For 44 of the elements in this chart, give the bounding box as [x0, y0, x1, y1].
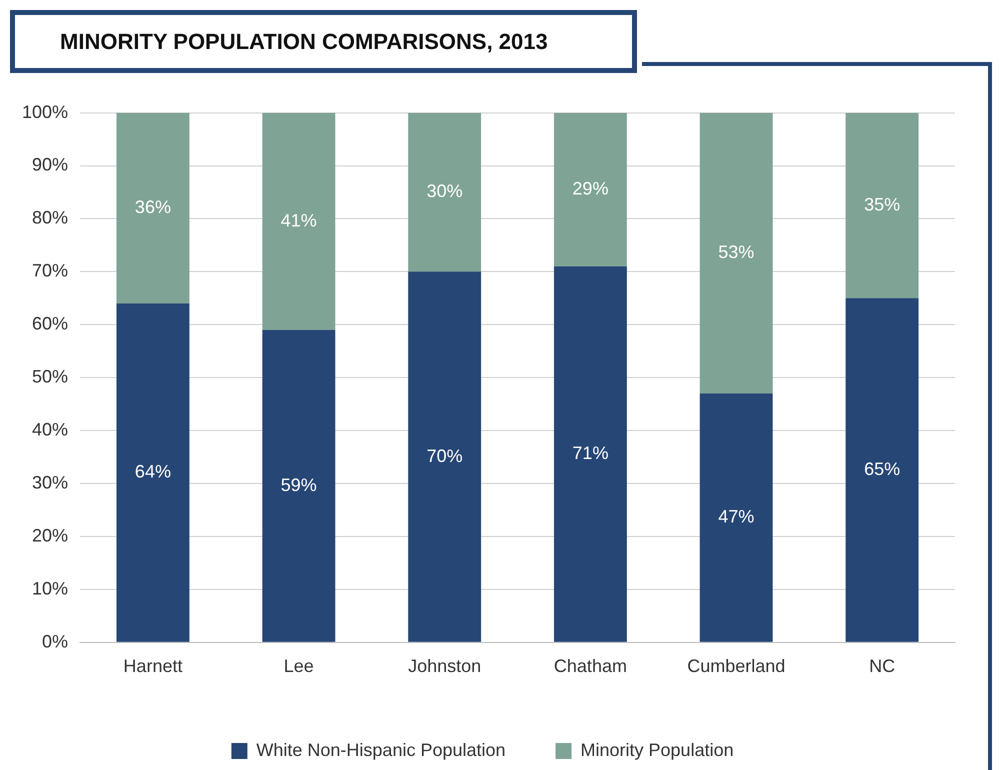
- legend-label: White Non-Hispanic Population: [256, 740, 506, 760]
- bar: [554, 266, 627, 642]
- y-tick-label: 90%: [32, 154, 68, 175]
- x-tick-label: Harnett: [123, 656, 182, 676]
- y-tick-label: 10%: [32, 578, 68, 598]
- data-label: 59%: [280, 474, 317, 495]
- data-label: 65%: [864, 459, 900, 479]
- x-tick-label: Lee: [284, 656, 314, 676]
- y-tick-label: 80%: [32, 208, 68, 228]
- y-tick-label: 100%: [22, 102, 68, 122]
- data-label: 64%: [134, 462, 171, 482]
- bar: [262, 330, 336, 642]
- y-tick-label: 0%: [42, 631, 68, 652]
- data-label: 41%: [280, 210, 317, 230]
- data-label: 70%: [426, 446, 463, 466]
- data-label: 30%: [426, 181, 463, 202]
- x-tick-label: NC: [869, 656, 896, 676]
- y-tick-label: 40%: [32, 420, 68, 440]
- y-tick-label: 50%: [32, 366, 68, 387]
- data-label: 35%: [864, 194, 900, 214]
- data-label: 53%: [718, 242, 754, 262]
- chart-title: MINORITY POPULATION COMPARISONS, 2013: [60, 29, 548, 54]
- bar: [408, 112, 482, 272]
- data-label: 36%: [134, 197, 171, 218]
- legend-label: Minority Population: [580, 740, 734, 760]
- y-tick-label: 20%: [32, 525, 68, 546]
- data-label: 71%: [572, 443, 608, 464]
- bar: [700, 393, 773, 642]
- x-tick-label: Chatham: [554, 656, 627, 676]
- bar: [554, 112, 627, 266]
- bar: [262, 112, 336, 330]
- x-tick-label: Johnston: [408, 656, 482, 676]
- y-tick-label: 70%: [32, 260, 68, 281]
- y-tick-label: 30%: [32, 472, 68, 492]
- bar: [408, 272, 482, 642]
- y-tick-label: 60%: [32, 314, 68, 334]
- bar: [116, 303, 190, 642]
- data-label: 47%: [718, 506, 754, 527]
- bar: [700, 112, 773, 394]
- bar: [846, 298, 919, 642]
- data-label: 29%: [572, 178, 608, 199]
- bar: [116, 112, 190, 304]
- bar: [846, 112, 919, 298]
- x-tick-label: Cumberland: [687, 656, 786, 676]
